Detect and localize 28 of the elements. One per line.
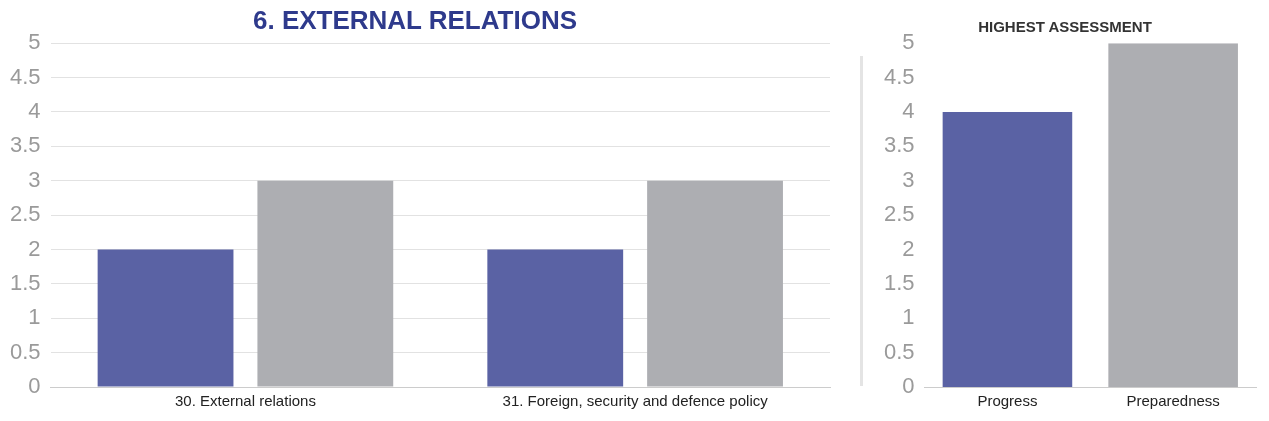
y-tick-label: 0.5 [883, 338, 915, 364]
chart-title: 6. EXTERNAL RELATIONS [252, 4, 578, 35]
y-tick-label: 1 [28, 304, 41, 330]
y-tick-label: 4 [902, 98, 915, 124]
y-tick-label: 2 [902, 235, 915, 261]
x-tick-label: Progress [977, 392, 1038, 410]
y-tick-label: 0 [28, 373, 41, 399]
y-tick-label: 4 [28, 98, 41, 124]
x-tick-label: 31. Foreign, security and defence policy [502, 392, 769, 410]
y-tick-label: 2.5 [883, 201, 915, 227]
y-tick-label: 4.5 [9, 63, 41, 89]
y-tick-label: 2 [28, 235, 41, 261]
x-tick-label: 30. External relations [174, 392, 316, 410]
y-tick-label: 3.5 [883, 132, 915, 158]
y-tick-label: 2.5 [9, 201, 41, 227]
y-tick-label: 0.5 [9, 338, 41, 364]
y-tick-label: 3.5 [9, 132, 41, 158]
y-tick-label: 5 [902, 29, 915, 55]
y-tick-label: 1 [902, 304, 915, 330]
y-tick-label: 3 [28, 166, 41, 192]
y-tick-label: 3 [902, 166, 915, 192]
y-tick-label: 1.5 [9, 269, 41, 295]
y-tick-label: 4.5 [883, 63, 915, 89]
y-tick-label: 1.5 [883, 269, 915, 295]
chart-title: HIGHEST ASSESSMENT [978, 18, 1152, 36]
y-tick-label: 0 [902, 373, 915, 399]
y-tick-label: 5 [28, 29, 41, 55]
x-tick-label: Preparedness [1126, 392, 1220, 410]
